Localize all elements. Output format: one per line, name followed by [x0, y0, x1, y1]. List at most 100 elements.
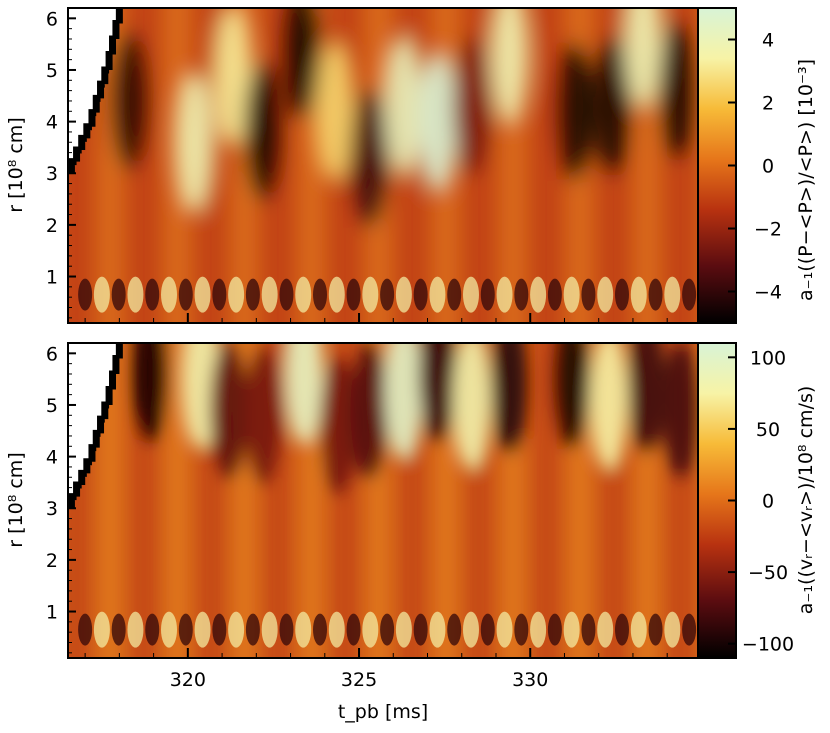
inner-dot-bottom [682, 613, 697, 646]
heat-feature-bottom [285, 343, 324, 444]
inner-dot-top [346, 278, 361, 311]
inner-dot-top [111, 278, 126, 311]
y-tick-label-top: 2 [46, 215, 58, 237]
colorbar-title-bottom: a₋₁((vᵣ−<vᵣ>)/10⁸ cm/s) [795, 386, 817, 615]
heat-feature-top [418, 51, 457, 192]
inner-dot-bottom [78, 613, 93, 646]
inner-dot-bottom [362, 611, 379, 648]
inner-dot-top [313, 278, 327, 311]
inner-dot-top [648, 278, 663, 311]
inner-dot-top [597, 276, 614, 313]
inner-dot-top [245, 278, 260, 311]
inner-dot-bottom [145, 613, 160, 646]
heat-feature-top [593, 36, 632, 177]
x-axis-bottom: 320 325 330 [84, 648, 668, 691]
inner-dot-bottom [547, 613, 562, 646]
y-axis-title-top: r [10⁸ cm] [5, 117, 27, 212]
inner-dot-bottom [279, 613, 294, 646]
y-tick-label-bottom: 5 [46, 395, 58, 417]
inner-dot-top [563, 276, 580, 313]
shock-boundary-top [68, 8, 123, 174]
heat-feature-top [110, 30, 149, 171]
heatmap-top [68, 8, 698, 323]
inner-dot-bottom [212, 613, 227, 646]
inner-dot-bottom [328, 611, 345, 648]
shock-boundary-bottom [68, 343, 123, 509]
colorbar-top: −4 −2 0 2 4 a₋₁((P−<P>)/<P>) [10⁻³] [697, 7, 817, 324]
heat-feature-bottom [490, 343, 529, 455]
y-tick-label-bottom: 3 [46, 498, 58, 520]
inner-dot-top [614, 278, 629, 311]
heatmap-bottom [68, 343, 698, 658]
inner-dot-top [161, 276, 178, 313]
inner-dot-bottom [228, 611, 245, 648]
heat-feature-bottom [552, 343, 591, 450]
inner-dot-bottom [346, 613, 361, 646]
stripe-bottom [166, 343, 188, 658]
inner-dot-top [429, 276, 446, 313]
x-tick-label: 325 [341, 669, 377, 691]
colorbar-tick-label-bottom: 100 [750, 347, 786, 369]
y-tick-label-top: 3 [46, 163, 58, 185]
colorbar-tick-label-top: −2 [754, 219, 782, 241]
heat-feature-bottom [453, 343, 491, 470]
inner-dot-bottom [313, 613, 327, 646]
inner-dot-top [447, 278, 462, 311]
inner-dot-top [78, 278, 93, 311]
inner-dot-top [178, 278, 193, 311]
colorbar-tick-label-bottom: 0 [762, 491, 774, 513]
inner-dot-bottom [514, 613, 529, 646]
heat-feature-bottom [418, 343, 457, 444]
x-axis-title: t_pb [ms] [338, 701, 428, 723]
inner-dot-top [362, 276, 379, 313]
y-axis-title-bottom: r [10⁸ cm] [5, 452, 27, 547]
stripe-bottom [536, 343, 557, 658]
inner-dot-top [530, 276, 547, 313]
y-tick-label-top: 4 [46, 112, 58, 134]
heat-feature-bottom [662, 343, 698, 481]
heat-feature-top [490, 8, 529, 125]
colorbar-tick-label-top: 2 [762, 93, 774, 115]
inner-dot-top [413, 278, 428, 311]
heatmap-field-top [68, 8, 697, 323]
inner-dot-bottom [93, 611, 110, 648]
inner-dot-top [127, 276, 144, 313]
inner-dot-top [212, 278, 227, 311]
y-tick-label-bottom: 4 [46, 447, 58, 469]
colorbar-tick-label-top: 4 [762, 30, 774, 52]
heat-feature-bottom [244, 345, 282, 486]
heat-feature-bottom [627, 343, 666, 455]
stripe-bottom [99, 343, 121, 658]
y-tick-label-bottom: 6 [46, 343, 58, 365]
colorbar-ticks-bottom: −100 −50 0 50 100 [728, 347, 794, 656]
colorbar-tick-label-bottom: 50 [756, 419, 780, 441]
colorbar-tick-label-top: 0 [762, 156, 774, 178]
inner-dot-top [380, 278, 395, 311]
heat-feature-top [244, 61, 282, 202]
inner-dot-bottom [194, 611, 211, 648]
inner-dot-bottom [395, 611, 412, 648]
heat-feature-bottom [590, 343, 628, 470]
inner-dot-bottom [161, 611, 178, 648]
colorbar-ticks-top: −4 −2 0 2 4 [728, 30, 782, 304]
inner-dot-bottom [630, 611, 647, 648]
inner-dot-bottom [496, 611, 513, 648]
inner-dot-top [630, 276, 647, 313]
inner-oscillation-top [78, 276, 698, 313]
inner-dot-bottom [111, 613, 126, 646]
heat-feature-bottom [131, 343, 169, 444]
inner-dot-top [194, 276, 211, 313]
colorbar-tick-label-top: −4 [754, 282, 782, 304]
panel-top: 1 2 3 4 5 6 r [10⁸ cm] −4 −2 0 2 4 a₋₁((P−<P>)/<P… [5, 7, 817, 324]
heat-feature-top [175, 72, 214, 213]
heatmap-field-bottom [68, 343, 698, 658]
heat-feature-top [624, 8, 663, 109]
inner-dot-top [295, 276, 312, 313]
inner-dot-top [547, 278, 562, 311]
x-tick-label: 320 [170, 669, 206, 691]
y-tick-label-top: 6 [46, 8, 58, 30]
inner-oscillation-bottom [78, 611, 698, 648]
heat-feature-top [282, 8, 320, 120]
inner-dot-bottom [581, 613, 596, 646]
heat-feature-bottom [210, 343, 248, 481]
